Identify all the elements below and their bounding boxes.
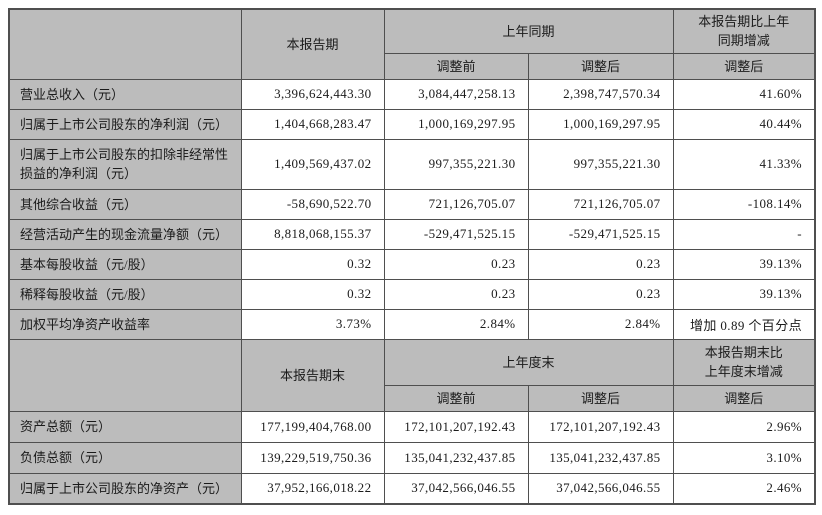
cell-adjust-after: 135,041,232,437.85 — [527, 441, 674, 474]
cell-adjust-after: 0.23 — [527, 248, 674, 280]
cell-change: 2.46% — [672, 472, 816, 505]
cell-change: 2.96% — [672, 410, 816, 443]
cell-change: 39.13% — [672, 248, 816, 280]
table-row: 归属于上市公司股东的净资产（元） 37,952,166,018.22 37,04… — [8, 472, 816, 505]
table-row: 归属于上市公司股东的净利润（元） 1,404,668,283.47 1,000,… — [8, 108, 816, 140]
cell-adjust-before: 0.23 — [383, 248, 529, 280]
cell-adjust-before: -529,471,525.15 — [383, 218, 529, 250]
header-current-period-end: 本报告期末 — [240, 338, 385, 412]
header-change-adjust-after: 调整后 — [672, 384, 816, 412]
cell-current-period: 1,409,569,437.02 — [240, 138, 385, 190]
header-adjust-before: 调整前 — [383, 384, 529, 412]
corner-cell — [8, 338, 242, 412]
cell-current-period: 1,404,668,283.47 — [240, 108, 385, 140]
table-row: 资产总额（元） 177,199,404,768.00 172,101,207,1… — [8, 410, 816, 443]
cell-adjust-after: 2,398,747,570.34 — [527, 78, 674, 110]
cell-change: 41.33% — [672, 138, 816, 190]
cell-adjust-before: 721,126,705.07 — [383, 188, 529, 220]
cell-adjust-after: 1,000,169,297.95 — [527, 108, 674, 140]
table-row: 加权平均净资产收益率 3.73% 2.84% 2.84% 增加 0.89 个百分… — [8, 308, 816, 340]
header-row-main-a: 本报告期 上年同期 本报告期比上年 同期增减 — [8, 8, 816, 80]
header-prior-year-end-group: 上年度末 — [383, 338, 674, 386]
table-row: 稀释每股收益（元/股） 0.32 0.23 0.23 39.13% — [8, 278, 816, 310]
header-prior-period-group: 上年同期 — [383, 8, 674, 54]
header-current-period: 本报告期 — [240, 8, 385, 80]
header-change-group: 本报告期比上年 同期增减 — [672, 8, 816, 54]
cell-adjust-after: -529,471,525.15 — [527, 218, 674, 250]
row-label: 基本每股收益（元/股） — [8, 248, 242, 280]
row-label: 归属于上市公司股东的净资产（元） — [8, 472, 242, 505]
header-row-sub-b: 调整前 调整后 调整后 — [9, 384, 816, 412]
cell-current-period: 177,199,404,768.00 — [240, 410, 385, 443]
cell-adjust-after: 172,101,207,192.43 — [527, 410, 674, 443]
cell-adjust-after: 37,042,566,046.55 — [527, 472, 674, 505]
row-label: 营业总收入（元） — [8, 78, 242, 110]
table-row: 基本每股收益（元/股） 0.32 0.23 0.23 39.13% — [8, 248, 816, 280]
row-label: 稀释每股收益（元/股） — [8, 278, 242, 310]
table-row: 其他综合收益（元） -58,690,522.70 721,126,705.07 … — [8, 188, 816, 220]
row-label: 加权平均净资产收益率 — [8, 308, 242, 340]
header-adjust-after: 调整后 — [527, 52, 674, 80]
row-label: 归属于上市公司股东的净利润（元） — [8, 108, 242, 140]
row-label: 其他综合收益（元） — [8, 188, 242, 220]
cell-adjust-before: 997,355,221.30 — [383, 138, 529, 190]
cell-adjust-before: 172,101,207,192.43 — [383, 410, 529, 443]
cell-adjust-after: 2.84% — [527, 308, 674, 340]
table-row: 营业总收入（元） 3,396,624,443.30 3,084,447,258.… — [8, 78, 816, 110]
cell-change: - — [672, 218, 816, 250]
cell-adjust-before: 3,084,447,258.13 — [383, 78, 529, 110]
header-change-group-end: 本报告期末比 上年度末增减 — [672, 338, 816, 386]
cell-current-period: 0.32 — [240, 248, 385, 280]
cell-current-period: 0.32 — [240, 278, 385, 310]
corner-cell — [8, 8, 242, 80]
cell-adjust-before: 1,000,169,297.95 — [383, 108, 529, 140]
cell-current-period: 37,952,166,018.22 — [240, 472, 385, 505]
financial-summary-table: 本报告期 上年同期 本报告期比上年 同期增减 调整前 调整后 调整后 营业总收入… — [8, 8, 817, 505]
cell-change: 增加 0.89 个百分点 — [672, 308, 816, 340]
header-change-adjust-after: 调整后 — [672, 52, 816, 80]
row-label: 资产总额（元） — [8, 410, 242, 443]
table-row: 负债总额（元） 139,229,519,750.36 135,041,232,4… — [8, 441, 816, 474]
table-row: 经营活动产生的现金流量净额（元） 8,818,068,155.37 -529,4… — [8, 218, 816, 250]
row-label: 经营活动产生的现金流量净额（元） — [8, 218, 242, 250]
cell-adjust-after: 997,355,221.30 — [527, 138, 674, 190]
cell-adjust-before: 0.23 — [383, 278, 529, 310]
cell-adjust-after: 721,126,705.07 — [527, 188, 674, 220]
cell-adjust-before: 135,041,232,437.85 — [383, 441, 529, 474]
cell-adjust-before: 2.84% — [383, 308, 529, 340]
cell-current-period: 3,396,624,443.30 — [240, 78, 385, 110]
cell-change: 40.44% — [672, 108, 816, 140]
header-adjust-after: 调整后 — [527, 384, 674, 412]
header-row-main-b: 本报告期末 上年度末 本报告期末比 上年度末增减 — [8, 338, 816, 412]
cell-adjust-after: 0.23 — [527, 278, 674, 310]
cell-change: -108.14% — [672, 188, 816, 220]
cell-change: 41.60% — [672, 78, 816, 110]
cell-adjust-before: 37,042,566,046.55 — [383, 472, 529, 505]
cell-change: 3.10% — [672, 441, 816, 474]
cell-current-period: -58,690,522.70 — [240, 188, 385, 220]
header-row-sub-a: 调整前 调整后 调整后 — [9, 52, 816, 80]
cell-current-period: 3.73% — [240, 308, 385, 340]
header-adjust-before: 调整前 — [383, 52, 529, 80]
row-label: 负债总额（元） — [8, 441, 242, 474]
table-row: 归属于上市公司股东的扣除非经常性损益的净利润（元） 1,409,569,437.… — [8, 138, 816, 190]
cell-current-period: 8,818,068,155.37 — [240, 218, 385, 250]
cell-current-period: 139,229,519,750.36 — [240, 441, 385, 474]
cell-change: 39.13% — [672, 278, 816, 310]
row-label: 归属于上市公司股东的扣除非经常性损益的净利润（元） — [8, 138, 242, 190]
